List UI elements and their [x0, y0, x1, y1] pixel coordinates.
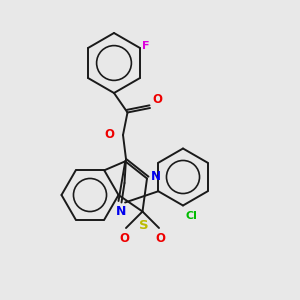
Text: F: F [142, 41, 150, 52]
Text: N: N [116, 205, 127, 218]
Text: O: O [152, 93, 162, 106]
Text: Cl: Cl [186, 211, 198, 221]
Text: S: S [139, 219, 149, 232]
Text: O: O [119, 232, 130, 244]
Text: N: N [151, 170, 160, 184]
Text: O: O [155, 232, 166, 244]
Text: O: O [105, 128, 115, 142]
